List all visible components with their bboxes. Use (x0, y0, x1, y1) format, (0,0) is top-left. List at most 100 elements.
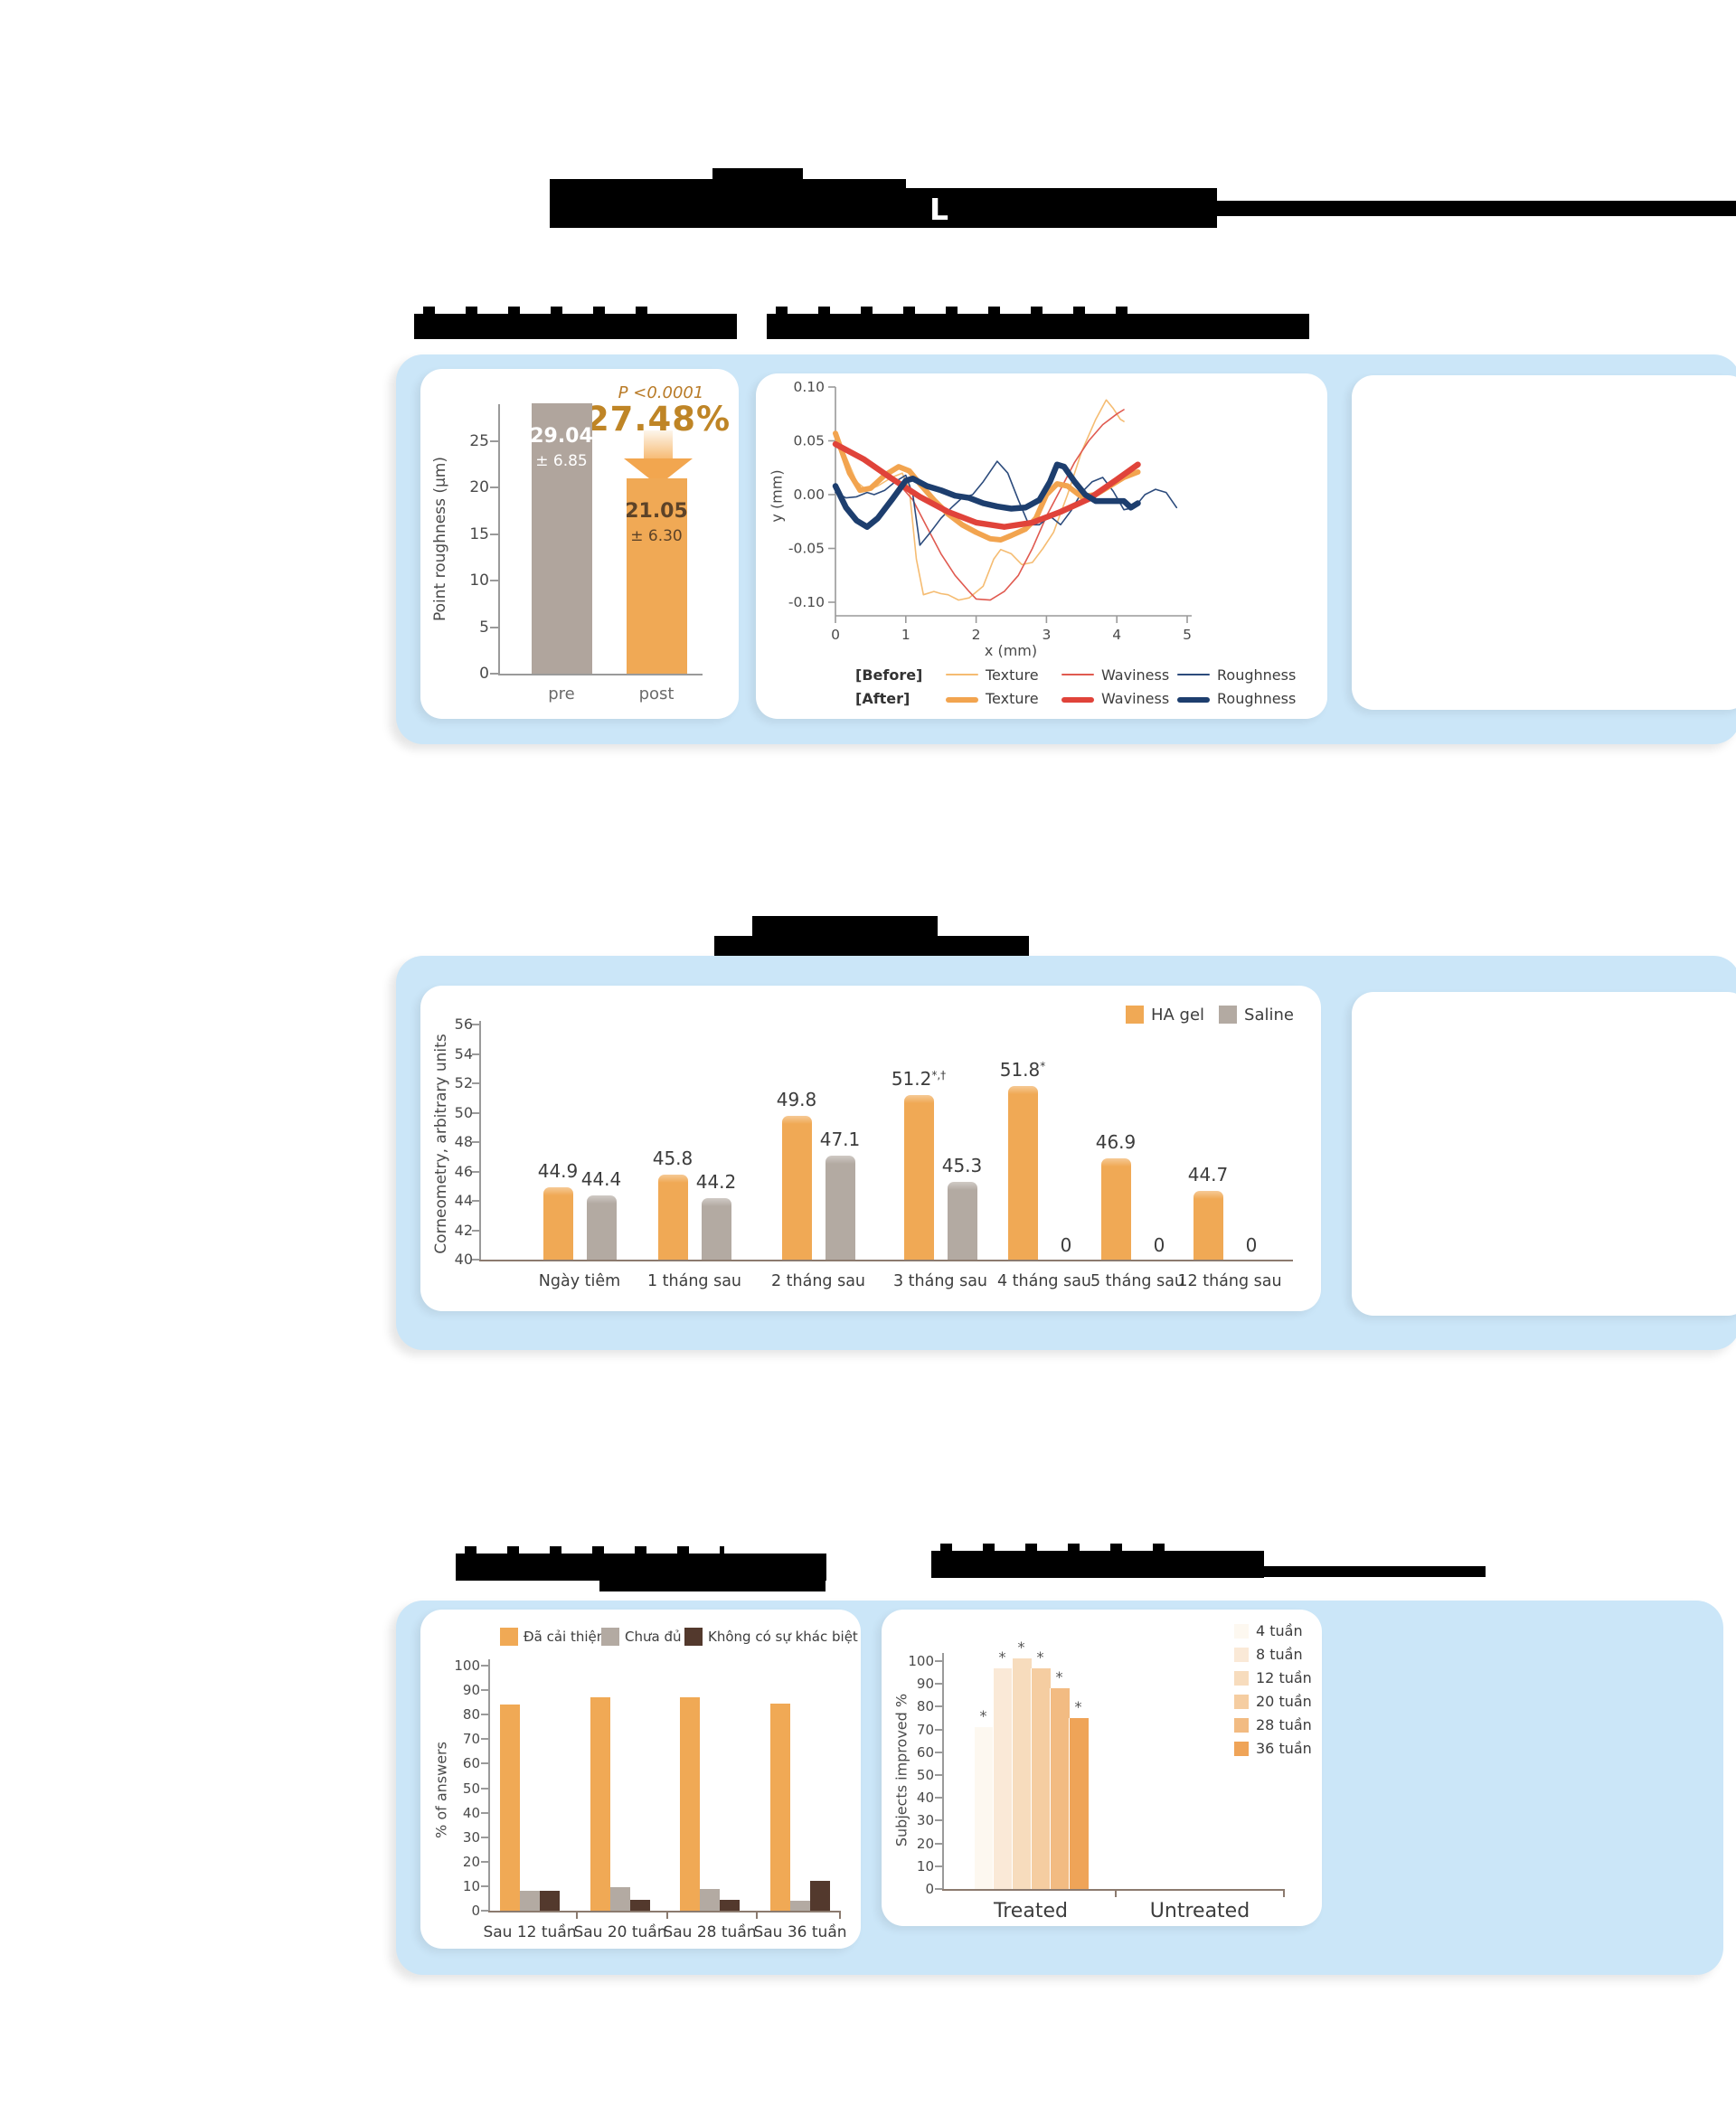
y-tick-label: 25 (469, 432, 489, 450)
x-tick-mark (1115, 1889, 1117, 1897)
legend-label: 12 tuần (1256, 1669, 1312, 1686)
legend-label: 36 tuần (1256, 1740, 1312, 1757)
legend-swatch (1234, 1718, 1249, 1733)
bar-pre (531, 403, 592, 674)
bar-value-label: 45.8 (652, 1147, 693, 1169)
legend-swatch (1234, 1624, 1249, 1639)
y-tick-label: 50 (462, 1780, 480, 1797)
bar-value-label: 47.1 (819, 1128, 861, 1150)
significance-marker: * (979, 1707, 987, 1725)
legend-phase-label: [Before] (855, 666, 923, 684)
legend-swatch (500, 1628, 518, 1646)
y-tick-label: 80 (916, 1698, 934, 1715)
y-tick-mark (490, 673, 498, 675)
x-category-label: post (638, 685, 675, 704)
bar-improved (770, 1704, 790, 1911)
bar-sd-label: ± 6.85 (535, 452, 588, 471)
bar-not-enough (610, 1887, 630, 1911)
y-tick-label: 5 (479, 618, 489, 637)
significance-marker: * (998, 1648, 1006, 1666)
y-tick-mark (490, 626, 498, 628)
bar-saline (586, 1195, 617, 1260)
legend-phase-label: [After] (855, 690, 910, 707)
y-tick-mark (935, 1774, 942, 1776)
legend-label: HA gel (1150, 1005, 1205, 1025)
legend-swatch (1234, 1695, 1249, 1709)
bar-not-enough (790, 1901, 810, 1911)
significance-marker: * (1055, 1668, 1063, 1686)
superscript: *,† (931, 1069, 947, 1081)
bar-improved (680, 1697, 700, 1911)
svg-text:0.10: 0.10 (793, 379, 825, 395)
x-category-label: 4 tháng sau (996, 1272, 1092, 1290)
y-tick-mark (481, 1860, 488, 1863)
x-axis-line (479, 1260, 1293, 1261)
y-tick-label: 80 (462, 1706, 480, 1724)
y-tick-mark (472, 1141, 479, 1143)
y-tick-label: 30 (916, 1812, 934, 1829)
x-group-label: Untreated (1149, 1900, 1250, 1922)
y-tick-mark (481, 1884, 488, 1887)
corneometry-plot: 40 42 44 46 48 50 52 54 56 44.9 44.4 Ngày tiêm 45.8 4… (420, 986, 1321, 1311)
profile-chart-card: 0.10 0.05 0.00 -0.05 -0.10 0 1 2 3 4 5 y (mm) x (m… (756, 373, 1327, 719)
x-category-label: Sau 28 tuần (663, 1923, 757, 1941)
x-axis-line (488, 1911, 841, 1912)
y-tick-label: 10 (469, 571, 489, 590)
bar-ha-gel (1100, 1157, 1131, 1260)
y-tick-label: 0 (471, 1903, 480, 1919)
superscript: * (1040, 1060, 1046, 1073)
profile-xlabel: x (mm) (984, 642, 1038, 659)
legend-label: 8 tuần (1256, 1646, 1303, 1663)
bar-value-label: 44.7 (1187, 1163, 1229, 1185)
bar-saline (947, 1181, 977, 1260)
y-tick-label: 40 (454, 1251, 473, 1268)
bar-saline (825, 1155, 855, 1260)
bar-zero-label: 0 (1060, 1234, 1072, 1256)
bar-value-label: 29.04 (530, 425, 593, 449)
legend-line-swatch (1177, 697, 1210, 703)
x-axis-line (942, 1889, 1285, 1891)
legend-label: Không có sự khác biệt (708, 1629, 858, 1645)
x-category-label: pre (548, 685, 575, 704)
redacted-heading-1b (767, 307, 1309, 339)
y-tick-label: 42 (454, 1221, 473, 1239)
bar-no-difference (630, 1899, 650, 1911)
redacted-heading-3a-step (599, 1581, 826, 1591)
y-tick-mark (472, 1082, 479, 1084)
x-category-label: 5 tháng sau (1090, 1272, 1185, 1290)
profile-line-chart: 0.10 0.05 0.00 -0.05 -0.10 0 1 2 3 4 5 (788, 379, 1192, 643)
bar-value-label: 44.9 (537, 1160, 579, 1183)
y-tick-label: 100 (454, 1658, 480, 1674)
legend-swatch (1234, 1648, 1249, 1662)
redacted-heading-3a (456, 1546, 826, 1581)
svg-text:2: 2 (972, 627, 981, 643)
legend-line-swatch (946, 697, 978, 703)
series-after-waviness (832, 440, 1141, 530)
bar-value-label: 51.2*,† (891, 1068, 947, 1090)
y-tick-label: 10 (462, 1877, 480, 1894)
x-category-label: 1 tháng sau (646, 1272, 742, 1290)
profile-ylabel: y (mm) (768, 469, 786, 523)
y-tick-label: 70 (462, 1731, 480, 1748)
redacted-title-nub (712, 168, 803, 181)
y-axis-line (488, 1659, 490, 1911)
redacted-title-left (550, 179, 906, 228)
y-tick-mark (481, 1762, 488, 1765)
bar-ha-gel (1007, 1086, 1038, 1260)
y-tick-mark (472, 1111, 479, 1114)
bar-week-36 (1069, 1718, 1089, 1889)
legend-swatch (1125, 1006, 1144, 1024)
bar-improved (500, 1705, 520, 1911)
series-after-roughness (832, 461, 1141, 530)
svg-text:5: 5 (1183, 627, 1192, 643)
improved-legend: 4 tuần 8 tuần 12 tuần 20 tuần 28 tuần 36 tuần (882, 1610, 1322, 1926)
corneometry-chart-card: Corneometry, arbitrary units HA gel Salin… (420, 986, 1321, 1311)
svg-text:-0.05: -0.05 (788, 541, 825, 557)
y-tick-label: 46 (454, 1162, 473, 1180)
answers-chart-card: Đã cải thiện Chưa đủ Không có sự khác biệt… (420, 1610, 861, 1949)
y-tick-mark (935, 1728, 942, 1731)
y-tick-label: 50 (916, 1767, 934, 1783)
legend-item-label: Texture (986, 666, 1039, 684)
bar-value-label: 44.4 (580, 1167, 622, 1190)
y-tick-mark (481, 1665, 488, 1667)
